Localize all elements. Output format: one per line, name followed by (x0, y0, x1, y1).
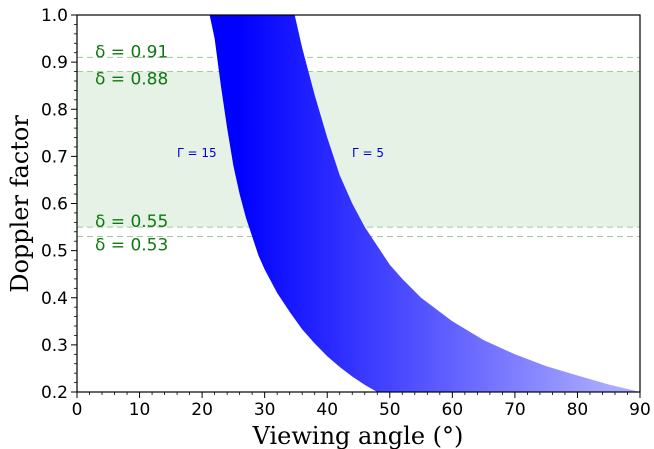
x-axis: 0 10 20 30 40 50 60 70 80 90 (72, 392, 651, 420)
x-tick-label: 20 (191, 400, 213, 420)
y-tick-label: 1.0 (41, 6, 68, 26)
delta-label-3: δ = 0.53 (95, 235, 168, 255)
x-tick-label: 40 (316, 400, 338, 420)
x-tick-label: 10 (129, 400, 151, 420)
x-tick-label: 70 (504, 400, 526, 420)
y-tick-label: 0.5 (41, 242, 68, 262)
delta-label-1: δ = 0.88 (95, 70, 168, 90)
x-tick-label: 30 (254, 400, 276, 420)
shaded-band (77, 71, 640, 228)
y-axis-title: Doppler factor (6, 115, 34, 293)
y-minor-ticks (74, 24, 77, 383)
delta-label-2: δ = 0.55 (95, 212, 168, 232)
delta-label-0: δ = 0.91 (95, 42, 168, 62)
x-axis-title: Viewing angle (°) (252, 422, 464, 449)
y-tick-label: 0.6 (41, 195, 68, 215)
y-axis: 0.2 0.3 0.4 0.5 0.6 0.7 0.8 0.9 1.0 (41, 6, 77, 403)
curve-label-gamma-5: Γ = 5 (352, 146, 384, 160)
y-tick-label: 0.3 (41, 336, 68, 356)
x-tick-label: 80 (567, 400, 589, 420)
y-tick-label: 0.8 (41, 100, 68, 120)
x-tick-label: 0 (72, 400, 83, 420)
plot-area: δ = 0.91δ = 0.88δ = 0.55δ = 0.53 Γ = 15 … (76, 14, 641, 393)
curve-label-gamma-15: Γ = 15 (177, 146, 217, 160)
x-tick-label: 90 (629, 400, 651, 420)
y-tick-label: 0.7 (41, 147, 68, 167)
x-minor-ticks (89, 392, 628, 395)
delta-label-group: δ = 0.91 δ = 0.88 δ = 0.55 δ = 0.53 (95, 42, 168, 255)
y-tick-label: 0.2 (41, 383, 68, 403)
y-tick-label: 0.4 (41, 289, 68, 309)
x-tick-label: 50 (379, 400, 401, 420)
y-tick-label: 0.9 (41, 53, 68, 73)
x-tick-label: 60 (442, 400, 464, 420)
doppler-band-area (209, 15, 640, 392)
